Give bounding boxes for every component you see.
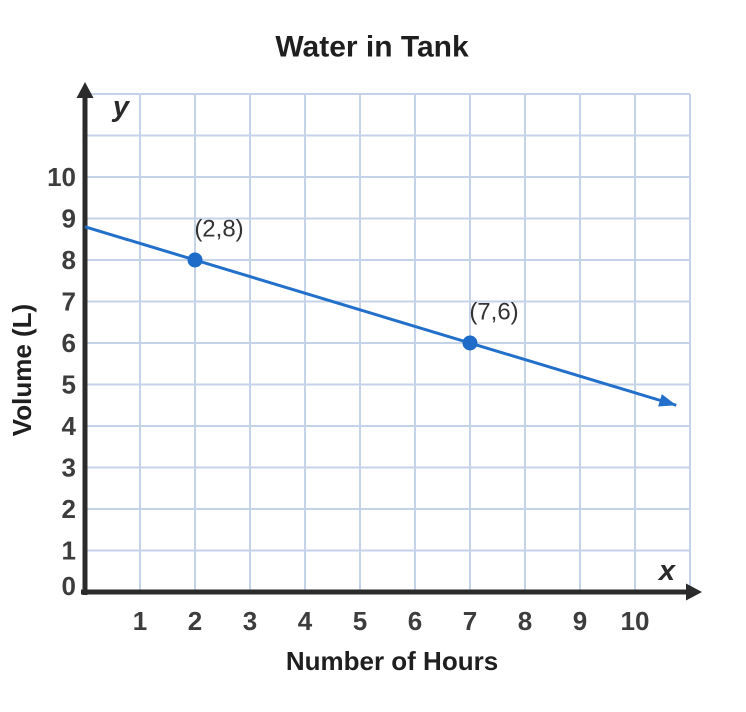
x-tick-label: 5 [353,606,367,636]
y-axis-title: Volume (L) [7,304,37,436]
x-tick-label: 1 [133,606,147,636]
y-tick-label: 8 [62,245,76,275]
y-axis-letter: y [111,91,131,123]
y-tick-label: 5 [62,370,76,400]
data-line [84,225,677,407]
data-line-arrowhead [658,394,677,407]
y-tick-label: 4 [62,411,77,441]
data-point-label: (7,6) [469,299,518,326]
chart-title: Water in Tank [275,31,469,64]
x-tick-label: 10 [621,606,650,636]
x-tick-label: 4 [298,606,313,636]
data-point-label: (2,8) [194,216,243,243]
y-tick-label: 3 [62,453,76,483]
x-tick-label: 3 [243,606,257,636]
x-axis-title: Number of Hours [286,646,498,676]
y-tick-label: 10 [47,162,76,192]
y-tick-label: 6 [62,328,76,358]
y-tick-label: 7 [62,287,76,317]
data-point [187,252,203,268]
chart-dynamic-layer: 1 2 3 4 5 6 7 8 9 10 0 1 2 3 4 5 6 7 8 9 10 (2,8) (7,6) [47,82,702,636]
y-tick-label: 0 [62,571,76,601]
x-tick-label: 7 [463,606,477,636]
y-tick-label: 1 [62,536,76,566]
y-tick-label: 2 [62,494,76,524]
x-tick-label: 2 [188,606,202,636]
x-tick-label: 9 [573,606,587,636]
x-axis-letter: x [657,555,677,587]
data-point [462,335,478,351]
x-tick-label: 8 [518,606,532,636]
y-axis-arrowhead [76,82,94,98]
x-tick-label: 6 [408,606,422,636]
y-tick-label: 9 [62,204,76,234]
x-axis-arrowhead [686,583,702,601]
